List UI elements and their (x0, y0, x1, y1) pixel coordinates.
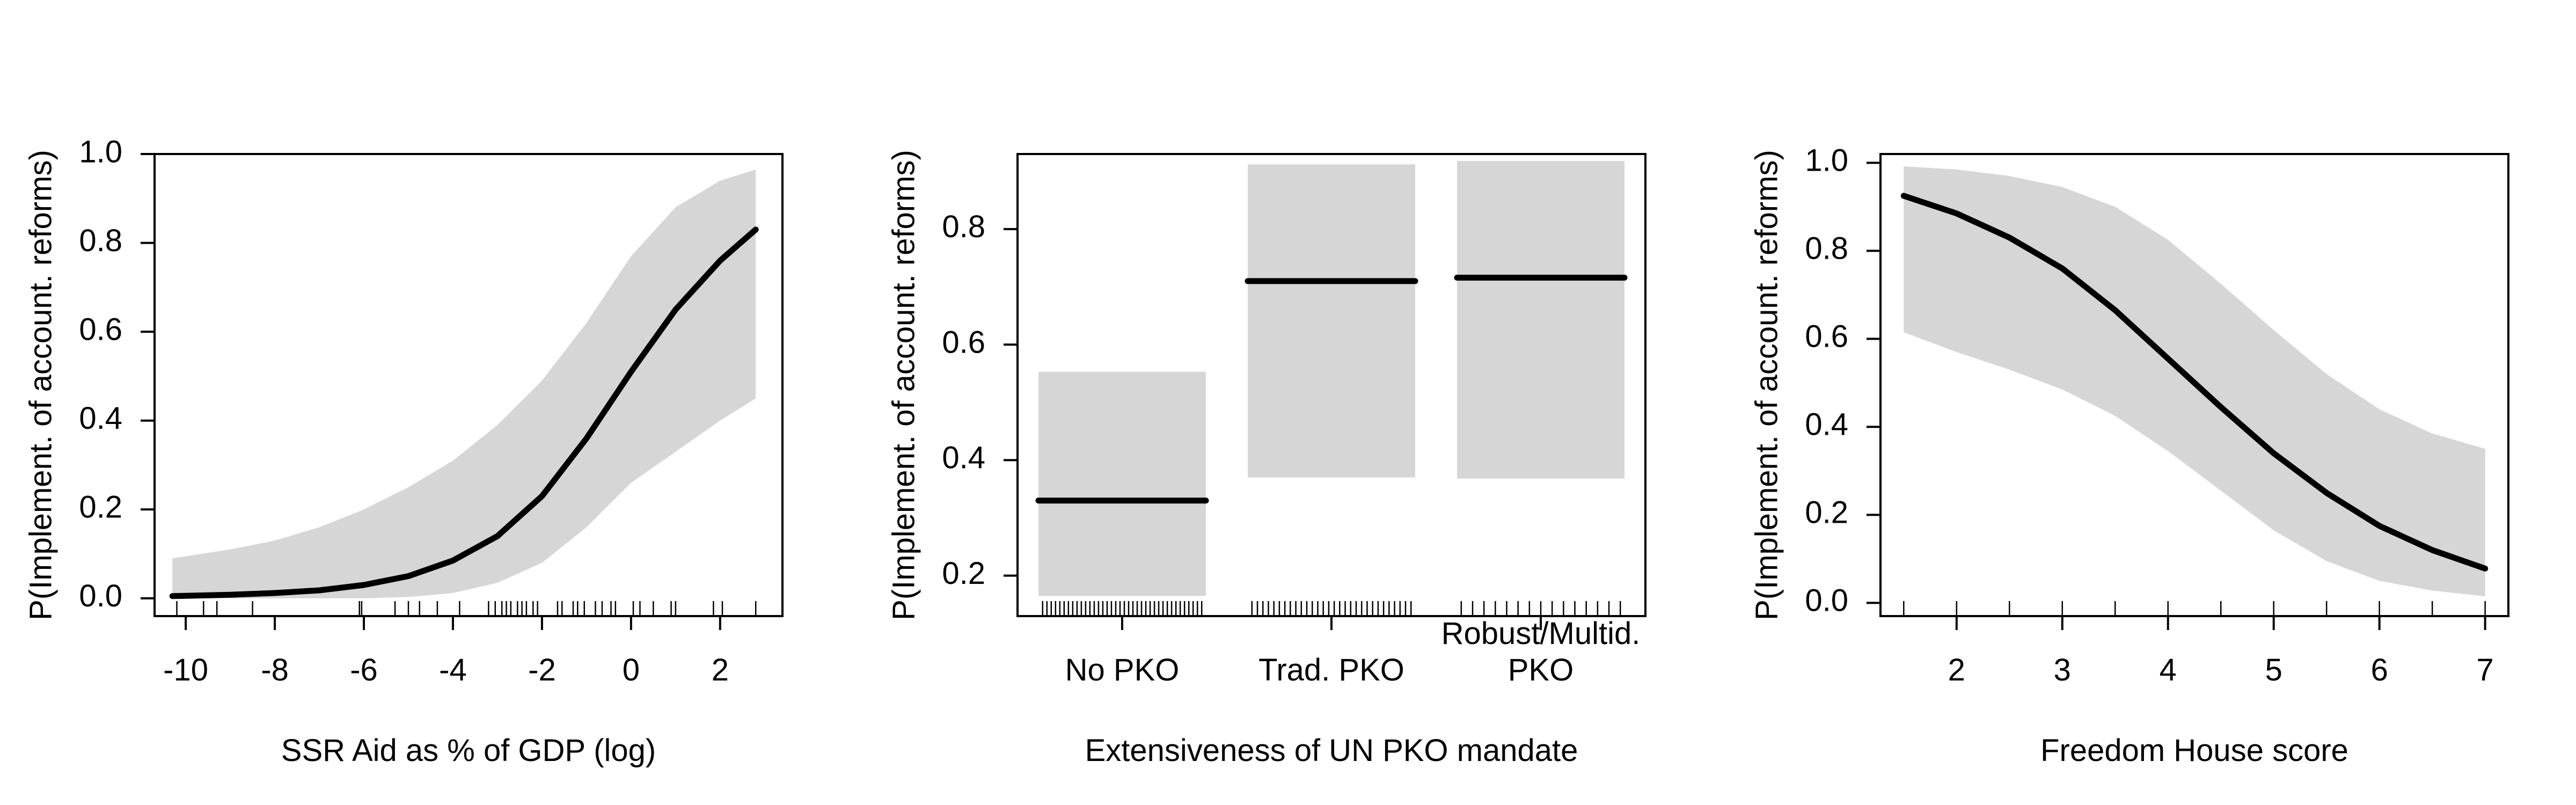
confidence-interval-box (1457, 160, 1624, 479)
confidence-interval-box (1248, 164, 1415, 478)
panel-pko-mandate: No PKO Trad. PKO Robust/Multid. PKO 0.20… (886, 150, 1646, 768)
x-ticks: No PKO Trad. PKO Robust/Multid. PKO (1065, 616, 1640, 687)
rug-layer (1042, 601, 1621, 615)
y-ticks: 0.0 0.2 0.4 0.6 0.8 1.0 (1805, 143, 1880, 618)
predicted-probability-line (169, 226, 759, 599)
y-tick-label: 0.4 (79, 401, 122, 436)
rug-layer (176, 601, 757, 615)
x-tick-label: 5 (2265, 653, 2282, 687)
x-tick-label: -4 (439, 653, 467, 687)
line-layer (169, 226, 759, 599)
predicted-probability-line (1900, 193, 2489, 572)
x-ticks: -10 -8 -6 -4 -2 0 2 (163, 616, 729, 687)
y-tick-label: 0.2 (79, 490, 122, 525)
rug-layer (1903, 601, 2486, 615)
confidence-interval-layer (1038, 160, 1624, 596)
y-tick-label: 0.2 (1805, 495, 1848, 530)
x-tick-label: -6 (350, 653, 378, 687)
confidence-band-layer (172, 170, 756, 598)
x-tick-label: -8 (261, 653, 289, 687)
plot-frame (1879, 153, 2509, 617)
x-axis-label: Extensiveness of UN PKO mandate (1085, 733, 1578, 768)
y-tick-label: 0.8 (942, 209, 985, 244)
y-ticks: 0.0 0.2 0.4 0.6 0.8 1.0 (79, 134, 155, 613)
x-tick-label: 6 (2371, 653, 2388, 687)
y-tick-label: 0.6 (79, 312, 122, 347)
y-axis-label: P(Implement. of account. reforms) (1749, 150, 1784, 620)
x-axis-label: SSR Aid as % of GDP (log) (281, 733, 656, 768)
y-tick-label: 0.0 (1805, 583, 1848, 618)
confidence-interval-box (1038, 371, 1206, 596)
y-tick-label: 0.8 (79, 223, 122, 258)
x-tick-label: 2 (712, 653, 729, 687)
y-tick-label: 1.0 (79, 134, 122, 169)
y-tick-label: 0.4 (942, 441, 985, 475)
x-tick-label: 4 (2160, 653, 2177, 687)
category-label-trad-pko: Trad. PKO (1258, 653, 1404, 687)
y-tick-label: 0.2 (942, 556, 985, 591)
x-tick-label: -2 (528, 653, 556, 687)
y-axis-label: P(Implement. of account. reforms) (886, 150, 921, 620)
x-tick-label: -10 (163, 653, 208, 687)
y-ticks: 0.2 0.4 0.6 0.8 (942, 209, 1018, 591)
panel-freedom-house: 2 3 4 5 6 7 0.0 0.2 0.4 0.6 0.8 1.0 Freedom House … (1749, 143, 2509, 768)
y-tick-label: 0.6 (942, 325, 985, 360)
x-tick-label: 0 (623, 653, 640, 687)
line-layer (1900, 193, 2489, 572)
y-tick-label: 1.0 (1805, 143, 1848, 178)
confidence-band (172, 170, 756, 598)
x-tick-label: 2 (1948, 653, 1965, 687)
y-axis-label: P(Implement. of account. reforms) (23, 150, 58, 620)
y-tick-label: 0.0 (79, 579, 122, 613)
y-tick-label: 0.8 (1805, 231, 1848, 266)
x-ticks: 2 3 4 5 6 7 (1948, 616, 2494, 687)
x-tick-label: 3 (2054, 653, 2071, 687)
category-label-robust-line2: PKO (1508, 653, 1574, 687)
x-tick-label: 7 (2477, 653, 2494, 687)
category-label-no-pko: No PKO (1065, 653, 1180, 687)
panel-ssr-aid: -10 -8 -6 -4 -2 0 2 0.0 0.2 0.4 0.6 0.8 1.0 SSR Aid… (23, 134, 784, 768)
y-tick-label: 0.4 (1805, 407, 1848, 442)
x-axis-label: Freedom House score (2040, 733, 2348, 768)
plot-frame (153, 153, 784, 617)
estimate-layer (1035, 274, 1628, 504)
y-tick-label: 0.6 (1805, 319, 1848, 354)
